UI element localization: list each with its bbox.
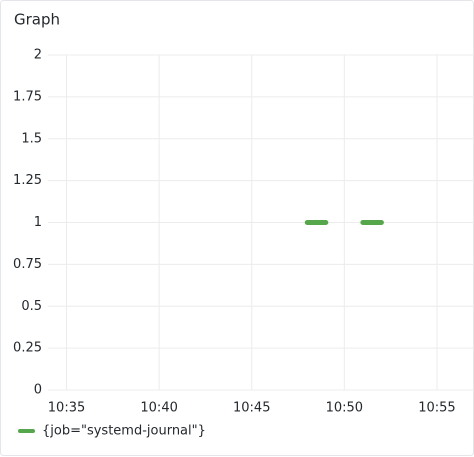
x-tick-label: 10:45: [233, 401, 270, 416]
y-tick-label: 0.75: [13, 257, 42, 272]
legend-label: {job="systemd-journal"}: [42, 424, 206, 439]
panel-title: Graph: [14, 11, 60, 29]
y-tick-label: 1: [34, 215, 42, 230]
y-tick-label: 0: [34, 383, 42, 398]
y-tick-label: 1.25: [13, 173, 42, 188]
y-tick-label: 2: [34, 48, 42, 63]
x-tick-label: 10:50: [326, 401, 363, 416]
x-tick-label: 10:35: [48, 401, 85, 416]
x-tick-label: 10:55: [418, 401, 455, 416]
y-tick-label: 1.5: [21, 131, 42, 146]
y-tick-label: 0.25: [13, 341, 42, 356]
y-tick-label: 0.5: [21, 299, 42, 314]
y-tick-label: 1.75: [13, 89, 42, 104]
x-tick-label: 10:40: [140, 401, 177, 416]
